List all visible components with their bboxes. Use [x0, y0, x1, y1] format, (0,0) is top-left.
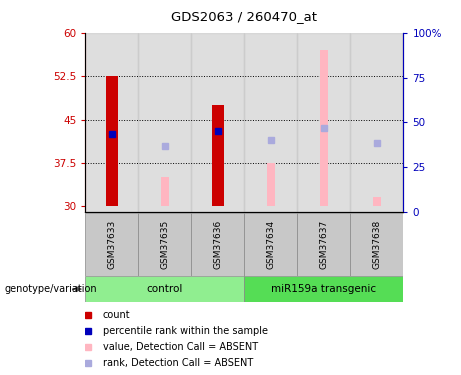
Text: GDS2063 / 260470_at: GDS2063 / 260470_at: [171, 10, 317, 23]
Text: value, Detection Call = ABSENT: value, Detection Call = ABSENT: [103, 342, 258, 352]
Bar: [161, 177, 169, 206]
Bar: [244, 33, 297, 212]
Text: GSM37634: GSM37634: [266, 220, 275, 268]
Text: GSM37635: GSM37635: [160, 219, 169, 269]
Text: genotype/variation: genotype/variation: [5, 284, 97, 294]
Bar: [320, 50, 328, 206]
Text: count: count: [103, 310, 130, 321]
Text: control: control: [147, 284, 183, 294]
Bar: [106, 76, 118, 206]
Bar: [212, 105, 224, 206]
Bar: [350, 33, 403, 212]
Text: rank, Detection Call = ABSENT: rank, Detection Call = ABSENT: [103, 358, 253, 368]
Bar: [85, 276, 244, 302]
Bar: [85, 33, 138, 212]
Bar: [267, 163, 275, 206]
Bar: [138, 213, 191, 276]
Bar: [297, 213, 350, 276]
Bar: [138, 33, 191, 212]
Bar: [191, 213, 244, 276]
Text: GSM37633: GSM37633: [107, 219, 116, 269]
Bar: [350, 213, 403, 276]
Bar: [244, 213, 297, 276]
Bar: [85, 213, 138, 276]
Text: miR159a transgenic: miR159a transgenic: [271, 284, 377, 294]
Text: GSM37637: GSM37637: [319, 219, 328, 269]
Bar: [191, 33, 244, 212]
Text: GSM37636: GSM37636: [213, 219, 222, 269]
Text: percentile rank within the sample: percentile rank within the sample: [103, 326, 268, 336]
Bar: [297, 33, 350, 212]
Bar: [373, 198, 381, 206]
Bar: [244, 276, 403, 302]
Text: GSM37638: GSM37638: [372, 219, 381, 269]
